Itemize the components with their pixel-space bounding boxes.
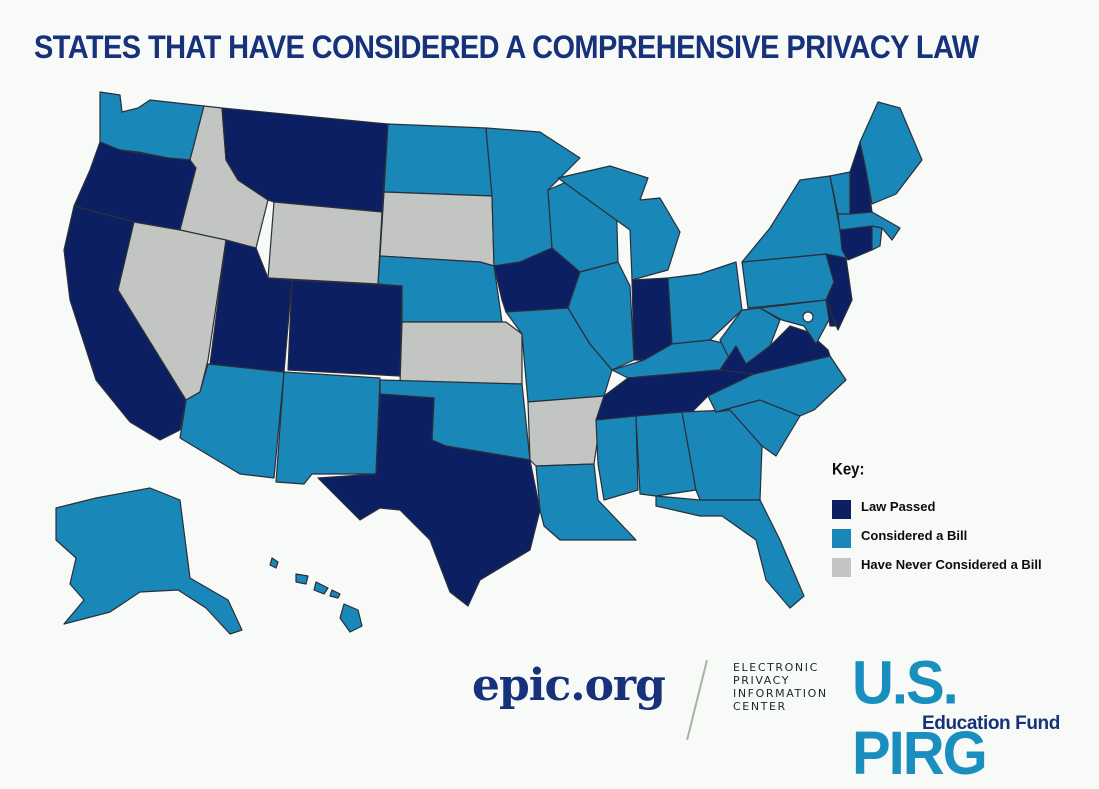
state-alaska[interactable] [55,487,243,635]
epic-logo: epic.org [472,660,666,711]
state-hawaii[interactable] [269,557,363,633]
state-new-hampshire[interactable] [849,141,873,215]
legend-swatch [832,529,851,548]
state-maine[interactable] [859,101,923,205]
state-michigan[interactable] [557,165,681,281]
state-alabama[interactable] [635,411,697,497]
epic-subtitle-line: ELECTRONIC [733,661,819,674]
state-kansas[interactable] [399,321,523,385]
legend: Key: Law Passed Considered a Bill Have N… [832,460,1062,586]
state-pennsylvania[interactable] [741,253,835,309]
legend-item-never: Have Never Considered a Bill [832,557,1062,577]
state-virginia[interactable] [719,325,831,375]
state-new-mexico[interactable] [275,371,381,485]
state-massachusetts[interactable] [837,211,901,241]
epic-subtitle-line: PRIVACY [733,674,791,687]
state-north-dakota[interactable] [383,123,493,197]
state-florida[interactable] [655,495,805,609]
pirg-subtitle: Education Fund [922,713,1060,734]
epic-subtitle-line: INFORMATION [733,687,828,700]
state-louisiana[interactable] [535,463,637,541]
epic-subtitle-line: CENTER [733,700,787,713]
us-states-map [55,91,923,635]
map-title: STATES THAT HAVE CONSIDERED A COMPREHENS… [34,30,979,66]
epic-subtitle: ELECTRONIC PRIVACY INFORMATION CENTER [733,661,843,713]
state-texas[interactable] [317,393,541,607]
state-south-dakota[interactable] [379,191,495,267]
legend-swatch [832,558,851,577]
legend-item-law-passed: Law Passed [832,499,1062,519]
state-mississippi[interactable] [595,415,639,501]
legend-title: Key: [832,460,865,479]
dc-marker [802,311,814,323]
state-wyoming[interactable] [267,201,383,285]
state-illinois[interactable] [567,261,635,371]
legend-swatch [832,500,851,519]
state-rhode-island[interactable] [871,225,883,251]
state-arkansas[interactable] [527,395,605,467]
legend-label: Law Passed [861,499,936,514]
state-connecticut[interactable] [839,225,873,261]
legend-label: Have Never Considered a Bill [861,557,1042,572]
legend-label: Considered a Bill [861,528,968,543]
state-colorado[interactable] [287,279,403,377]
legend-item-considered: Considered a Bill [832,528,1062,548]
